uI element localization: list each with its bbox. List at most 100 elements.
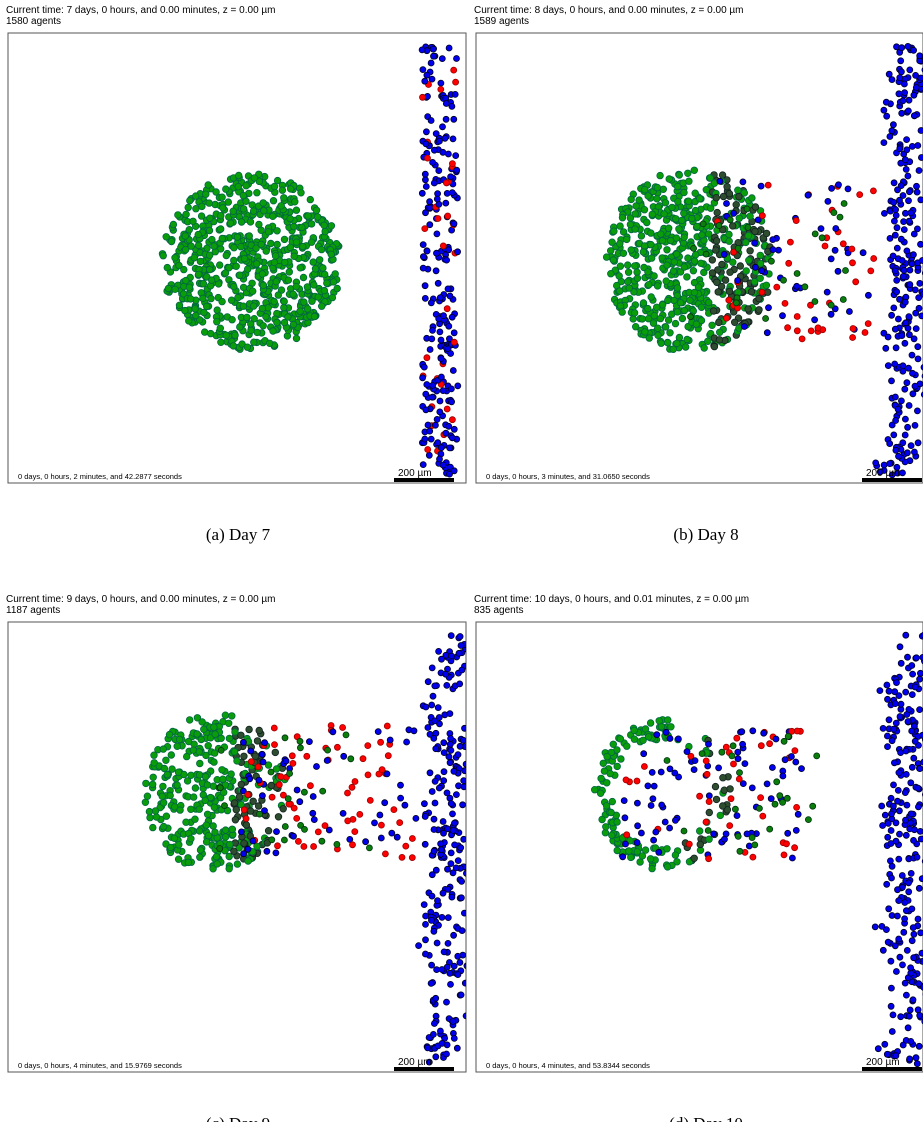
cell xyxy=(773,736,779,742)
cell xyxy=(689,215,696,222)
cell xyxy=(226,865,233,872)
cell xyxy=(452,820,458,826)
cell xyxy=(736,215,743,222)
cell xyxy=(254,843,261,850)
cell xyxy=(458,992,464,998)
cell xyxy=(891,726,897,732)
cell xyxy=(205,832,212,839)
cell xyxy=(759,289,765,295)
cell xyxy=(905,424,911,430)
cell xyxy=(780,773,786,779)
elapsed-time: 0 days, 0 hours, 4 minutes, and 15.9769 … xyxy=(18,1061,182,1070)
cell xyxy=(750,728,756,734)
cell xyxy=(387,737,393,743)
cell xyxy=(203,191,210,198)
cell xyxy=(310,259,317,266)
cell xyxy=(434,940,440,946)
cell xyxy=(913,1055,919,1061)
cell xyxy=(454,1045,460,1051)
cell xyxy=(434,250,440,256)
cell xyxy=(248,327,255,334)
cell xyxy=(890,253,896,259)
cell xyxy=(906,314,912,320)
cell xyxy=(659,802,665,808)
cell xyxy=(431,1021,437,1027)
cell xyxy=(160,800,167,807)
cell xyxy=(229,713,236,720)
cell xyxy=(263,313,270,320)
cell xyxy=(810,803,816,809)
cell xyxy=(248,759,254,765)
cell xyxy=(735,756,741,762)
cell xyxy=(752,842,758,848)
cell xyxy=(676,172,683,179)
cell xyxy=(619,309,626,316)
cell xyxy=(893,720,899,726)
cell xyxy=(422,171,428,177)
cell xyxy=(306,739,312,745)
cell xyxy=(202,773,209,780)
cell xyxy=(850,326,856,332)
cell xyxy=(166,731,173,738)
cell xyxy=(759,268,765,274)
cell xyxy=(902,157,908,163)
cell xyxy=(896,856,902,862)
cell xyxy=(610,741,617,748)
cell xyxy=(240,739,246,745)
cell xyxy=(444,406,450,412)
cell xyxy=(320,265,327,272)
figure: Current time: 7 days, 0 hours, and 0.00 … xyxy=(0,0,923,1122)
caption: (a) Day 7 xyxy=(206,525,271,544)
cell xyxy=(419,190,425,196)
panel-frame xyxy=(476,33,923,483)
cell xyxy=(203,303,210,310)
cell xyxy=(706,741,712,747)
cell xyxy=(895,406,901,412)
panel-header: Current time: 9 days, 0 hours, and 0.00 … xyxy=(6,594,276,605)
cell xyxy=(710,308,717,315)
cell xyxy=(431,816,437,822)
cell xyxy=(271,298,278,305)
cell xyxy=(716,337,723,344)
cell xyxy=(446,247,452,253)
cell xyxy=(681,234,688,241)
cell xyxy=(295,838,301,844)
cell xyxy=(908,780,914,786)
cell xyxy=(256,777,262,783)
cell xyxy=(897,644,903,650)
cell xyxy=(892,689,898,695)
cell xyxy=(459,667,465,673)
cell xyxy=(904,137,910,143)
cell xyxy=(736,776,742,782)
cell xyxy=(910,925,916,931)
cell xyxy=(722,836,728,842)
cell xyxy=(444,306,450,312)
cell xyxy=(794,271,800,277)
cell xyxy=(724,201,730,207)
cell xyxy=(825,198,831,204)
cell xyxy=(206,252,213,259)
cell xyxy=(833,226,839,232)
cell xyxy=(902,790,908,796)
cell xyxy=(872,924,878,930)
cell xyxy=(916,981,922,987)
cell xyxy=(432,800,438,806)
cell xyxy=(849,246,855,252)
cell xyxy=(460,952,466,958)
cell xyxy=(424,72,430,78)
cell xyxy=(218,339,225,346)
cell xyxy=(422,226,428,232)
cell xyxy=(428,436,434,442)
cell xyxy=(784,841,790,847)
cell xyxy=(425,1045,431,1051)
cell xyxy=(837,214,843,220)
cell xyxy=(428,300,434,306)
cell xyxy=(893,345,899,351)
cell xyxy=(281,304,288,311)
panel-header: Current time: 10 days, 0 hours, and 0.01… xyxy=(474,594,749,605)
cell xyxy=(188,835,195,842)
cell xyxy=(916,305,922,311)
cell xyxy=(223,332,230,339)
cell xyxy=(902,90,908,96)
cell xyxy=(685,170,692,177)
